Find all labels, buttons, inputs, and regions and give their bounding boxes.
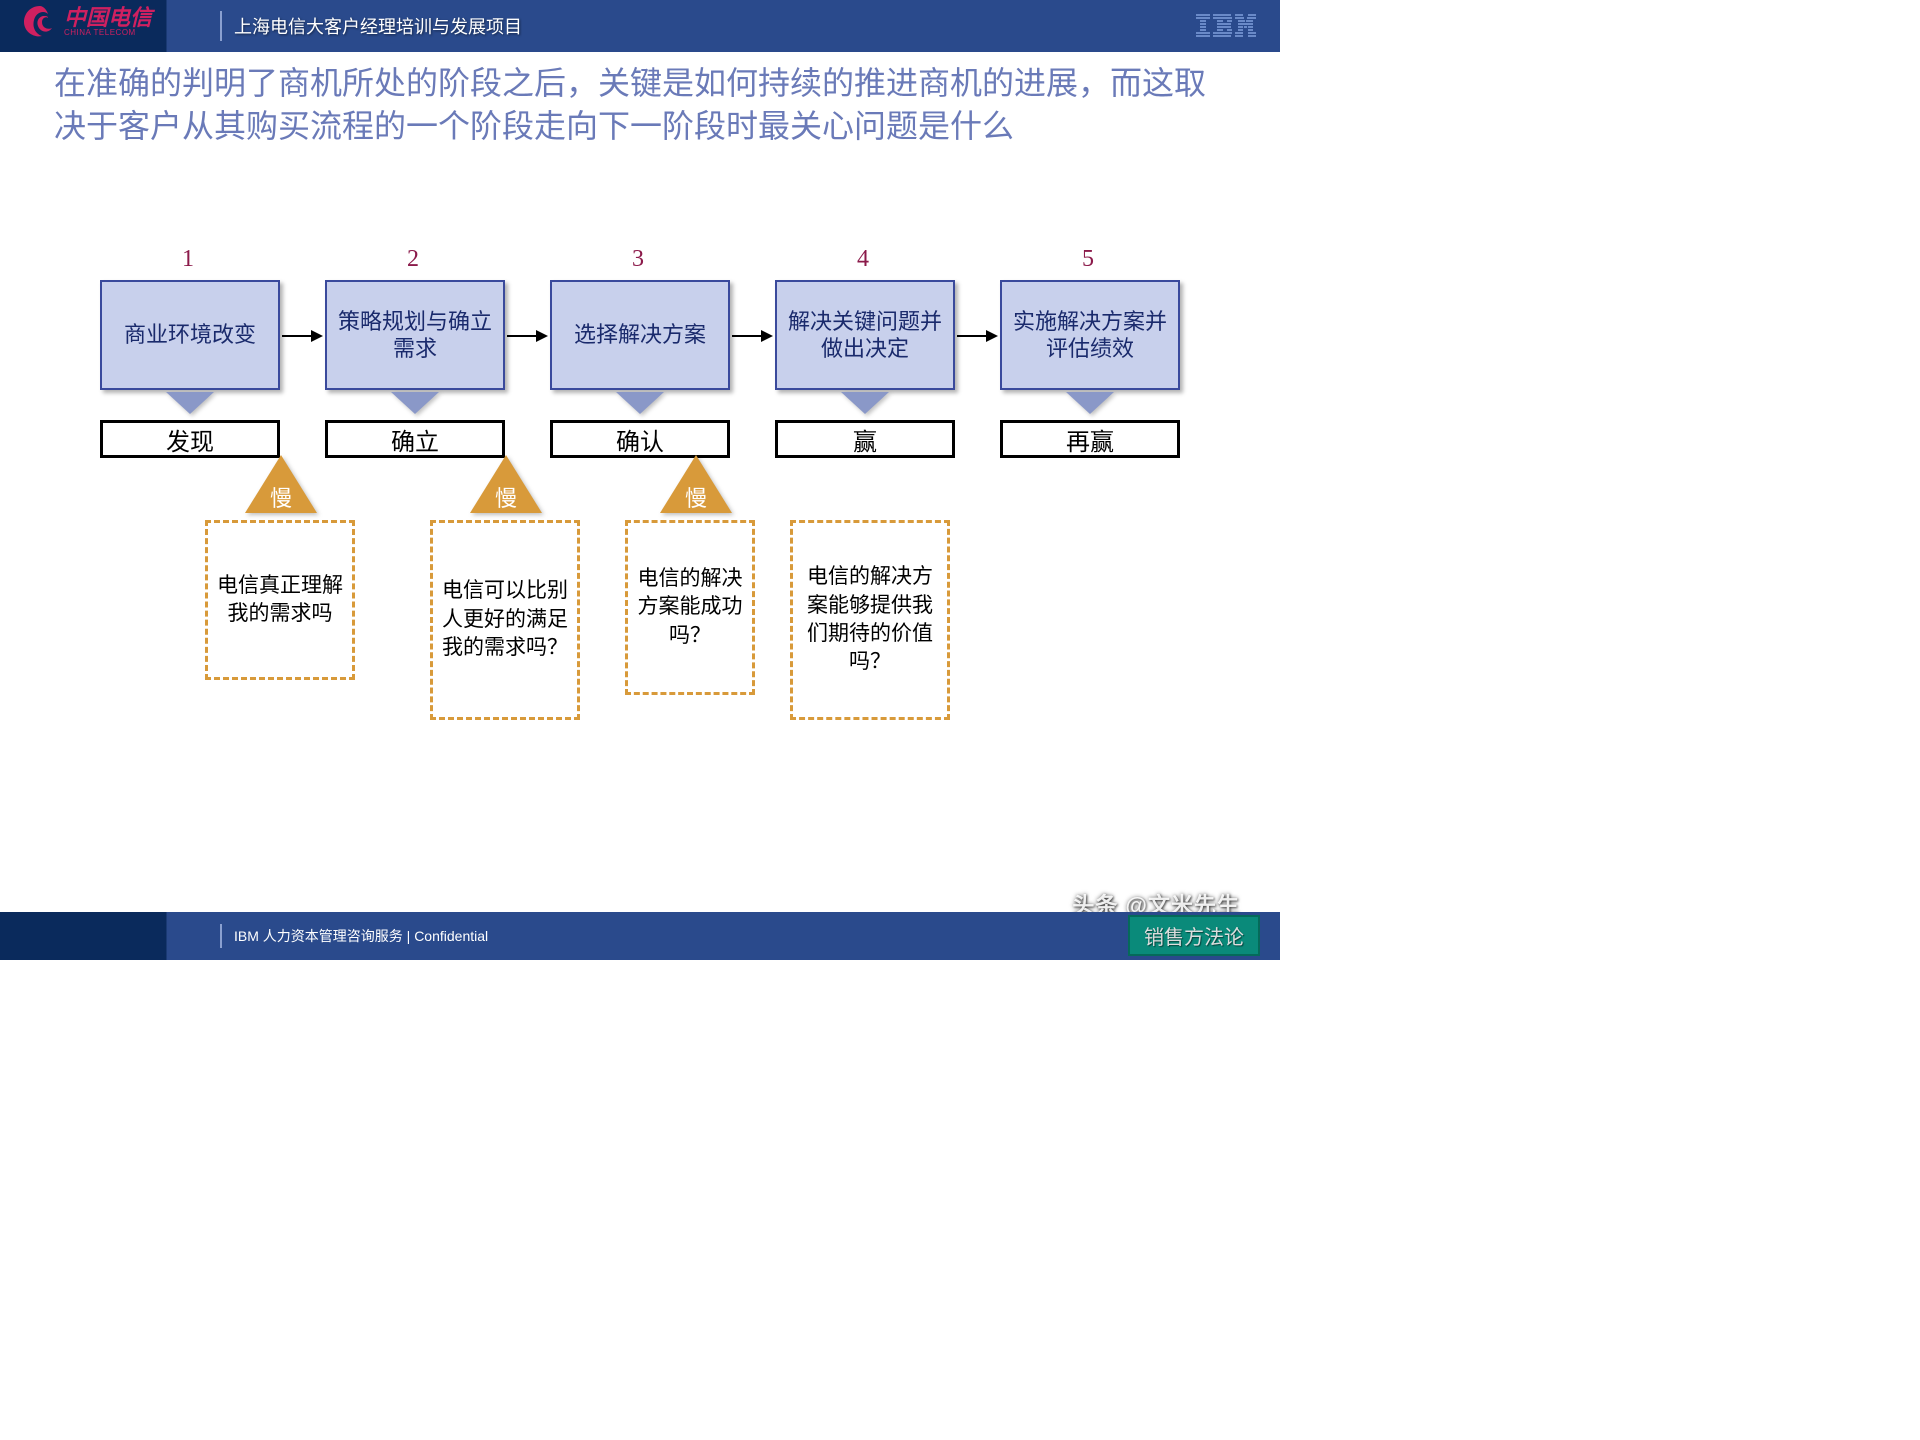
stage-number: 1 <box>182 246 194 273</box>
stage-tag: 确立 <box>325 420 505 458</box>
stage-tag: 再赢 <box>1000 420 1180 458</box>
question-box: 电信可以比别人更好的满足我的需求吗？ <box>430 520 580 720</box>
ct-logo-cn: 中国电信 <box>64 7 152 29</box>
footer-bar: IBM 人力资本管理咨询服务 | Confidential 销售方法论 <box>0 912 1280 960</box>
china-telecom-logo: 中国电信 CHINA TELECOM <box>20 2 152 42</box>
page-title: 在准确的判明了商机所处的阶段之后，关键是如何持续的推进商机的进展，而这取决于客户… <box>54 62 1220 148</box>
chevron-down-icon <box>841 392 889 414</box>
slow-triangle-icon: 慢 <box>660 455 732 513</box>
stage-box: 策略规划与确立需求 <box>325 280 505 390</box>
slow-triangle-icon: 慢 <box>245 455 317 513</box>
stage-number: 2 <box>407 246 419 273</box>
footer-right-box: 销售方法论 <box>1128 915 1260 956</box>
question-box: 电信真正理解我的需求吗 <box>205 520 355 680</box>
stage-tag: 赢 <box>775 420 955 458</box>
chevron-down-icon <box>166 392 214 414</box>
chevron-down-icon <box>391 392 439 414</box>
arrow-right-icon <box>732 335 771 337</box>
question-box: 电信的解决方案能成功吗？ <box>625 520 755 695</box>
ct-logo-en: CHINA TELECOM <box>64 29 152 37</box>
ibm-logo-icon <box>1196 14 1256 38</box>
arrow-right-icon <box>507 335 546 337</box>
ct-swirl-icon <box>20 2 60 42</box>
stage-number: 3 <box>632 246 644 273</box>
chevron-down-icon <box>1066 392 1114 414</box>
stage-number: 5 <box>1082 246 1094 273</box>
stage-box: 实施解决方案并评估绩效 <box>1000 280 1180 390</box>
question-box: 电信的解决方案能够提供我们期待的价值吗？ <box>790 520 950 720</box>
arrow-right-icon <box>282 335 321 337</box>
header-bar: 中国电信 CHINA TELECOM 上海电信大客户经理培训与发展项目 <box>0 0 1280 52</box>
slow-triangle-icon: 慢 <box>470 455 542 513</box>
stage-box: 解决关键问题并做出决定 <box>775 280 955 390</box>
stage-box: 商业环境改变 <box>100 280 280 390</box>
stage-tag: 确认 <box>550 420 730 458</box>
header-subtitle: 上海电信大客户经理培训与发展项目 <box>220 11 522 41</box>
stage-number: 4 <box>857 246 869 273</box>
chevron-down-icon <box>616 392 664 414</box>
stage-tag: 发现 <box>100 420 280 458</box>
arrow-right-icon <box>957 335 996 337</box>
footer-left-text: IBM 人力资本管理咨询服务 | Confidential <box>220 924 488 948</box>
flow-diagram: 1 商业环境改变发现 2 策略规划与确立需求确立 3 选择解决方案确认 4 解决关键问题并做出… <box>90 240 1220 740</box>
stage-box: 选择解决方案 <box>550 280 730 390</box>
